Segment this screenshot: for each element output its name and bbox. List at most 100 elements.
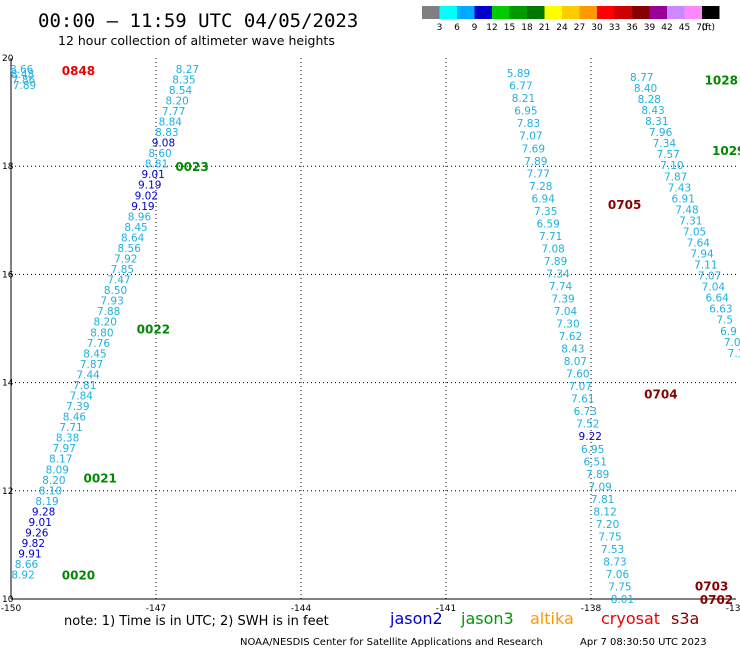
wave-height-value: 7.04 <box>554 306 578 318</box>
wave-height-value: 7.86 <box>12 75 36 87</box>
wave-height-value: 8.07 <box>564 356 587 368</box>
wave-height-value: 7.60 <box>566 369 589 381</box>
legend-swatch <box>492 6 510 19</box>
track-1: 8.928.669.919.829.269.019.288.198.108.20… <box>11 64 199 582</box>
satellite-cryosat: cryosat <box>601 609 660 628</box>
wave-height-value: 9.02 <box>135 190 158 202</box>
wave-height-value: 8.80 <box>90 327 113 339</box>
time-label: 0021 <box>84 471 117 485</box>
color-legend: 3 6 9 12 15 18 21 24 27 30 33 36 39 42 45 70(ft) <box>422 6 720 33</box>
wave-height-value: 9.19 <box>131 201 154 213</box>
wave-height-value: 7.04 <box>702 282 726 294</box>
wave-height-value: 8.20 <box>165 95 188 107</box>
wave-height-value: 7.07 <box>569 381 592 393</box>
wave-height-value: 8.20 <box>42 475 65 487</box>
wave-height-value: 7.94 <box>690 249 714 261</box>
wave-height-value: 8.35 <box>172 74 195 86</box>
wave-height-value: 7.20 <box>596 519 619 531</box>
wave-height-value: 8.83 <box>155 127 178 139</box>
wave-height-value: 8.19 <box>35 496 58 508</box>
wave-height-value: 9.26 <box>25 528 49 540</box>
time-label: 0702 <box>700 593 733 607</box>
wave-height-value: 6.91 <box>672 193 695 205</box>
wave-height-value: 7.81 <box>73 380 96 392</box>
wave-height-value: 7.96 <box>649 127 673 139</box>
y-tick-label: 16 <box>2 270 14 280</box>
wave-height-value: 7.97 <box>52 443 75 455</box>
time-label: 0704 <box>644 387 677 401</box>
legend-swatch <box>544 6 562 19</box>
wave-height-value: 7.52 <box>576 419 599 431</box>
wave-height-value: 6.9 <box>720 326 737 338</box>
wave-height-value: 7.89 <box>13 80 36 92</box>
legend-label: 30 <box>591 23 603 33</box>
wave-height-value: 9.28 <box>32 506 55 518</box>
wave-height-value: 9.01 <box>29 517 52 529</box>
legend-swatch <box>649 6 667 19</box>
wave-height-value: 7.09 <box>588 481 611 493</box>
legend-label: 36 <box>626 23 638 33</box>
axis-ticks: -150 -147 -144 -141 -138 -135 10 12 14 16 18 20 <box>1 54 740 614</box>
wave-height-value: 7.87 <box>664 171 687 183</box>
wave-height-value: 8.17 <box>49 454 72 466</box>
time-labels: 0848 1028 1029 0023 0705 0022 0704 0021 0020 0703… <box>62 64 740 607</box>
wave-height-value: 8.54 <box>169 85 193 97</box>
track-3: 8.778.408.288.438.317.967.347.577.107.87… <box>630 72 740 360</box>
wave-height-value: 6.64 <box>705 293 729 305</box>
legend-label: 39 <box>644 23 656 33</box>
legend-label: 15 <box>504 23 515 33</box>
legend-label: 6 <box>454 23 460 33</box>
wave-height-value: 7.75 <box>598 531 621 543</box>
wave-height-value: 7.89 <box>524 156 547 168</box>
legend-label: 70 <box>696 23 708 33</box>
legend-label: 27 <box>574 23 585 33</box>
wave-height-value: 7.92 <box>114 254 137 266</box>
wave-height-value: 9.91 <box>18 549 41 561</box>
wave-height-value: 8.56 <box>118 243 142 255</box>
wave-height-value: 6.63 <box>709 304 732 316</box>
legend-swatch <box>509 6 527 19</box>
legend-swatch <box>632 6 650 19</box>
track-4: 8.668.487.867.89 <box>10 64 36 92</box>
time-label: 1028 <box>705 74 738 88</box>
legend-label: 33 <box>609 23 620 33</box>
wave-height-value: 7.44 <box>76 369 100 381</box>
track-2: 5.896.778.216.957.837.077.697.897.777.28… <box>507 68 634 606</box>
wave-height-value: 8.45 <box>124 222 147 234</box>
satellite-legend: jason2 jason3 altika cryosat s3a <box>389 609 699 628</box>
time-label: 0705 <box>608 198 641 212</box>
wave-height-value: 7.69 <box>522 143 545 155</box>
wave-height-value: 7.06 <box>606 569 630 581</box>
wave-height-value: 8.60 <box>148 148 171 160</box>
wave-height-value: 7.77 <box>527 168 550 180</box>
chart-subtitle: 12 hour collection of altimeter wave hei… <box>58 33 335 48</box>
wave-height-value: 7.0 <box>724 337 740 349</box>
y-tick-label: 18 <box>2 162 14 172</box>
wave-height-value: 7.57 <box>656 149 679 161</box>
wave-height-value: 8.48 <box>11 69 34 81</box>
wave-height-value: 8.21 <box>512 93 535 105</box>
wave-height-value: 8.43 <box>561 344 584 356</box>
wave-height-value: 7.39 <box>66 401 89 413</box>
y-tick-label: 20 <box>2 54 14 64</box>
wave-height-value: 7.85 <box>111 264 134 276</box>
wave-height-value: 7.53 <box>601 544 624 556</box>
wave-height-value: 7.75 <box>608 581 631 593</box>
x-tick-label: -135 <box>726 604 740 614</box>
wave-height-value: 8.84 <box>159 117 183 129</box>
wave-height-value: 7.89 <box>544 256 567 268</box>
legend-swatch <box>527 6 545 19</box>
chart-title: 00:00 – 11:59 UTC 04/05/2023 <box>38 10 358 32</box>
legend-swatch <box>667 6 685 19</box>
time-label: 0020 <box>62 569 95 583</box>
legend-swatch <box>579 6 597 19</box>
wave-height-value: 8.12 <box>593 506 616 518</box>
wave-height-value: 8.66 <box>15 559 39 571</box>
wave-height-value: 7.11 <box>694 260 717 272</box>
wave-height-value: 8.40 <box>634 83 657 95</box>
wave-height-value: 8.01 <box>611 594 634 606</box>
legend-label: 24 <box>556 23 568 33</box>
wave-height-value: 7.64 <box>687 237 711 249</box>
legend-unit: (ft) <box>702 23 716 33</box>
